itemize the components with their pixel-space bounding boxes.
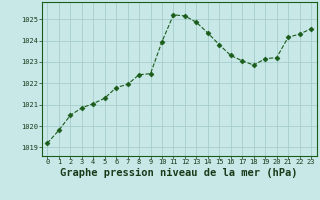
- X-axis label: Graphe pression niveau de la mer (hPa): Graphe pression niveau de la mer (hPa): [60, 168, 298, 178]
